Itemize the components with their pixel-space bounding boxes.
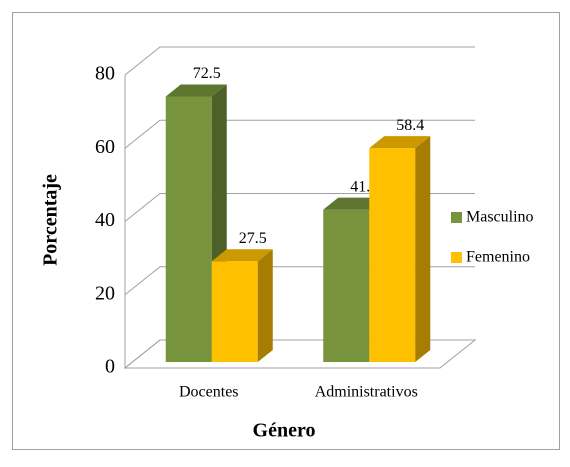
- bar-face: [165, 96, 212, 362]
- grid-line: [124, 46, 475, 76]
- y-tick-label: 20: [95, 282, 115, 304]
- legend-label: Femenino: [466, 249, 530, 266]
- bar-face: [211, 261, 258, 362]
- x-tick-label: Docentes: [179, 384, 239, 401]
- legend-swatch: [451, 252, 462, 263]
- bar-face: [165, 84, 227, 97]
- bar-face: [369, 148, 416, 362]
- bar: [369, 136, 431, 362]
- bar-face: [323, 197, 385, 210]
- y-tick-label: 0: [105, 356, 115, 378]
- bar-face: [369, 136, 431, 149]
- grid-line: [124, 119, 475, 149]
- bar-face: [257, 249, 273, 362]
- bar-face: [415, 136, 431, 362]
- bar-face: [323, 209, 370, 362]
- chart-border: [12, 12, 560, 450]
- y-tick-label: 60: [95, 136, 115, 158]
- legend-label: Masculino: [466, 209, 534, 226]
- x-tick-label: Administrativos: [315, 384, 418, 401]
- y-tick-label: 80: [95, 63, 115, 85]
- value-label: 72.5: [193, 65, 221, 82]
- legend-swatch: [451, 212, 462, 223]
- value-label: 27.5: [239, 230, 267, 247]
- bar-face: [211, 249, 273, 262]
- value-label: 58.4: [396, 117, 424, 134]
- y-tick-label: 40: [95, 209, 115, 231]
- x-axis-title: Género: [253, 420, 316, 442]
- bar: [211, 249, 273, 362]
- y-axis-title: Porcentaje: [40, 174, 62, 266]
